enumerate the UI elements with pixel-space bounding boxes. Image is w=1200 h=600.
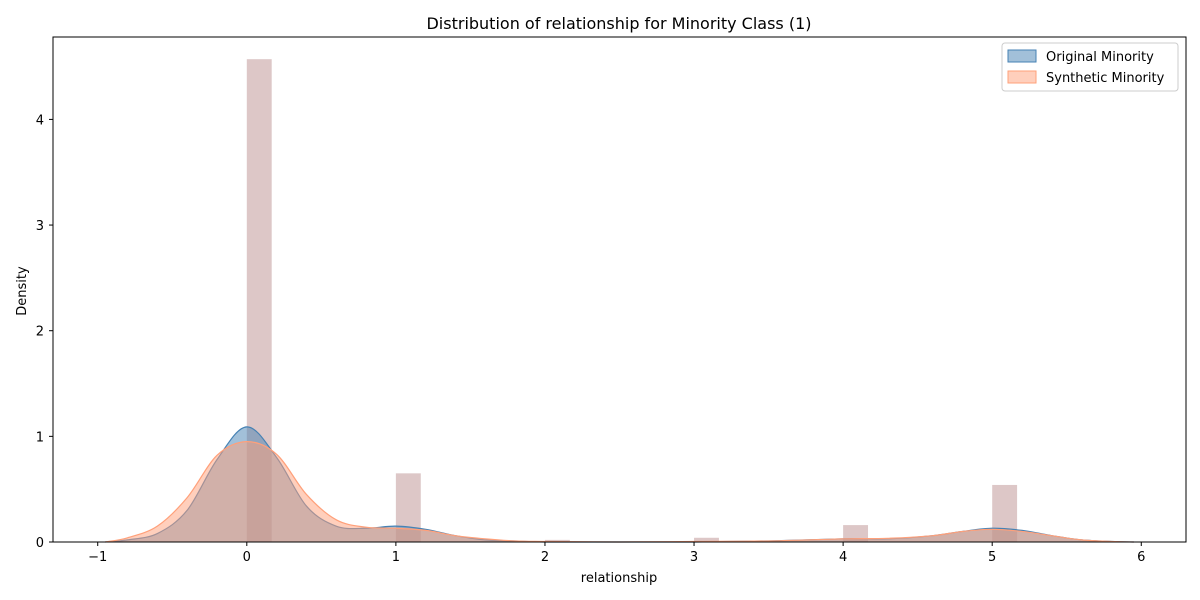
x-axis-label: relationship: [581, 571, 657, 586]
y-tick-label: 2: [36, 325, 44, 340]
y-tick-label: 0: [36, 536, 44, 551]
y-tick-label: 4: [36, 113, 44, 128]
legend-label-synthetic: Synthetic Minority: [1046, 71, 1165, 86]
y-axis-ticks: 0 1 2 3 4: [36, 113, 53, 551]
histogram-bar: [544, 539, 570, 542]
x-tick-label: 0: [243, 550, 251, 565]
histogram-bars: [246, 59, 1018, 543]
kde-areas: [105, 426, 1134, 543]
legend: Original Minority Synthetic Minority: [1001, 42, 1179, 92]
histogram-bar: [843, 525, 869, 542]
chart-title: Distribution of relationship for Minorit…: [426, 14, 811, 33]
y-tick-label: 1: [36, 430, 44, 445]
x-tick-label: 1: [392, 550, 400, 565]
y-tick-label: 3: [36, 219, 44, 234]
x-tick-label: 6: [1137, 550, 1145, 565]
x-tick-label: 3: [690, 550, 698, 565]
histogram-bar: [694, 537, 719, 542]
legend-swatch-original: [1007, 49, 1037, 63]
axes-frame: [52, 36, 1187, 543]
x-axis-ticks: −1 0 1 2 3 4 5 6: [88, 542, 1145, 565]
legend-swatch-synthetic: [1007, 70, 1037, 84]
y-axis-label: Density: [15, 266, 30, 316]
x-tick-label: 4: [839, 550, 847, 565]
x-tick-label: 5: [988, 550, 996, 565]
x-tick-label: −1: [88, 550, 107, 565]
kde-line-synthetic: [105, 441, 1134, 543]
kde-area-synthetic: [105, 441, 1134, 542]
legend-box: [1001, 42, 1179, 92]
x-tick-label: 2: [541, 550, 549, 565]
plot-area: [105, 59, 1134, 543]
legend-label-original: Original Minority: [1046, 50, 1154, 65]
